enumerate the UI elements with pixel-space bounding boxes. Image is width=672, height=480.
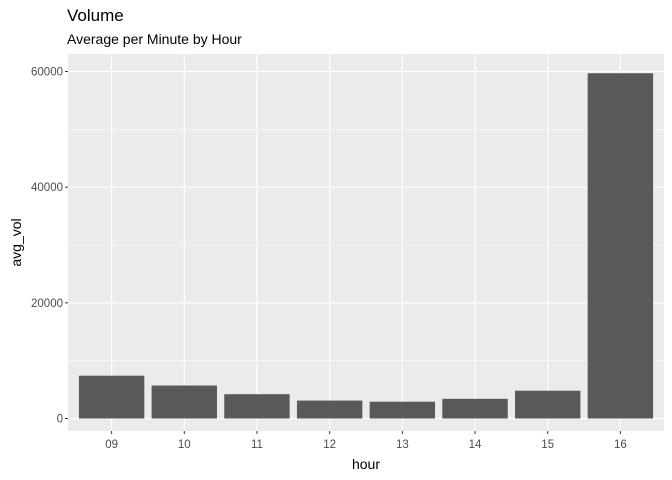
bar [369,401,436,419]
x-axis: 09 10 11 12 13 14 15 16 [105,431,627,451]
grid-minor [68,129,664,361]
x-tick-label: 10 [178,439,191,451]
y-tick-label: 0 [57,414,63,426]
x-tick-label: 12 [323,439,336,451]
x-axis-title: hour [352,456,380,472]
chart-subtitle: Average per Minute by Hour [67,31,242,47]
bar [515,390,581,419]
plot-panel [68,54,664,431]
x-tick-label: 13 [396,439,409,451]
x-tick-label: 16 [614,439,627,451]
x-tick-label: 14 [469,439,482,451]
bar [442,398,508,419]
bar [224,394,290,419]
y-tick-label: 40000 [31,182,63,194]
x-tick-label: 11 [251,439,263,451]
bar [296,400,363,419]
x-tick-label: 15 [541,439,554,451]
bars [78,73,654,419]
y-axis-title: avg_vol [8,218,24,266]
bar [78,375,145,419]
bar [587,73,654,419]
y-tick-label: 20000 [31,298,63,310]
y-axis: 0 20000 40000 60000 [31,67,68,426]
chart-title: Volume [67,6,124,25]
y-tick-label: 60000 [31,67,63,79]
bar [151,385,217,419]
x-tick-label: 09 [105,439,118,451]
